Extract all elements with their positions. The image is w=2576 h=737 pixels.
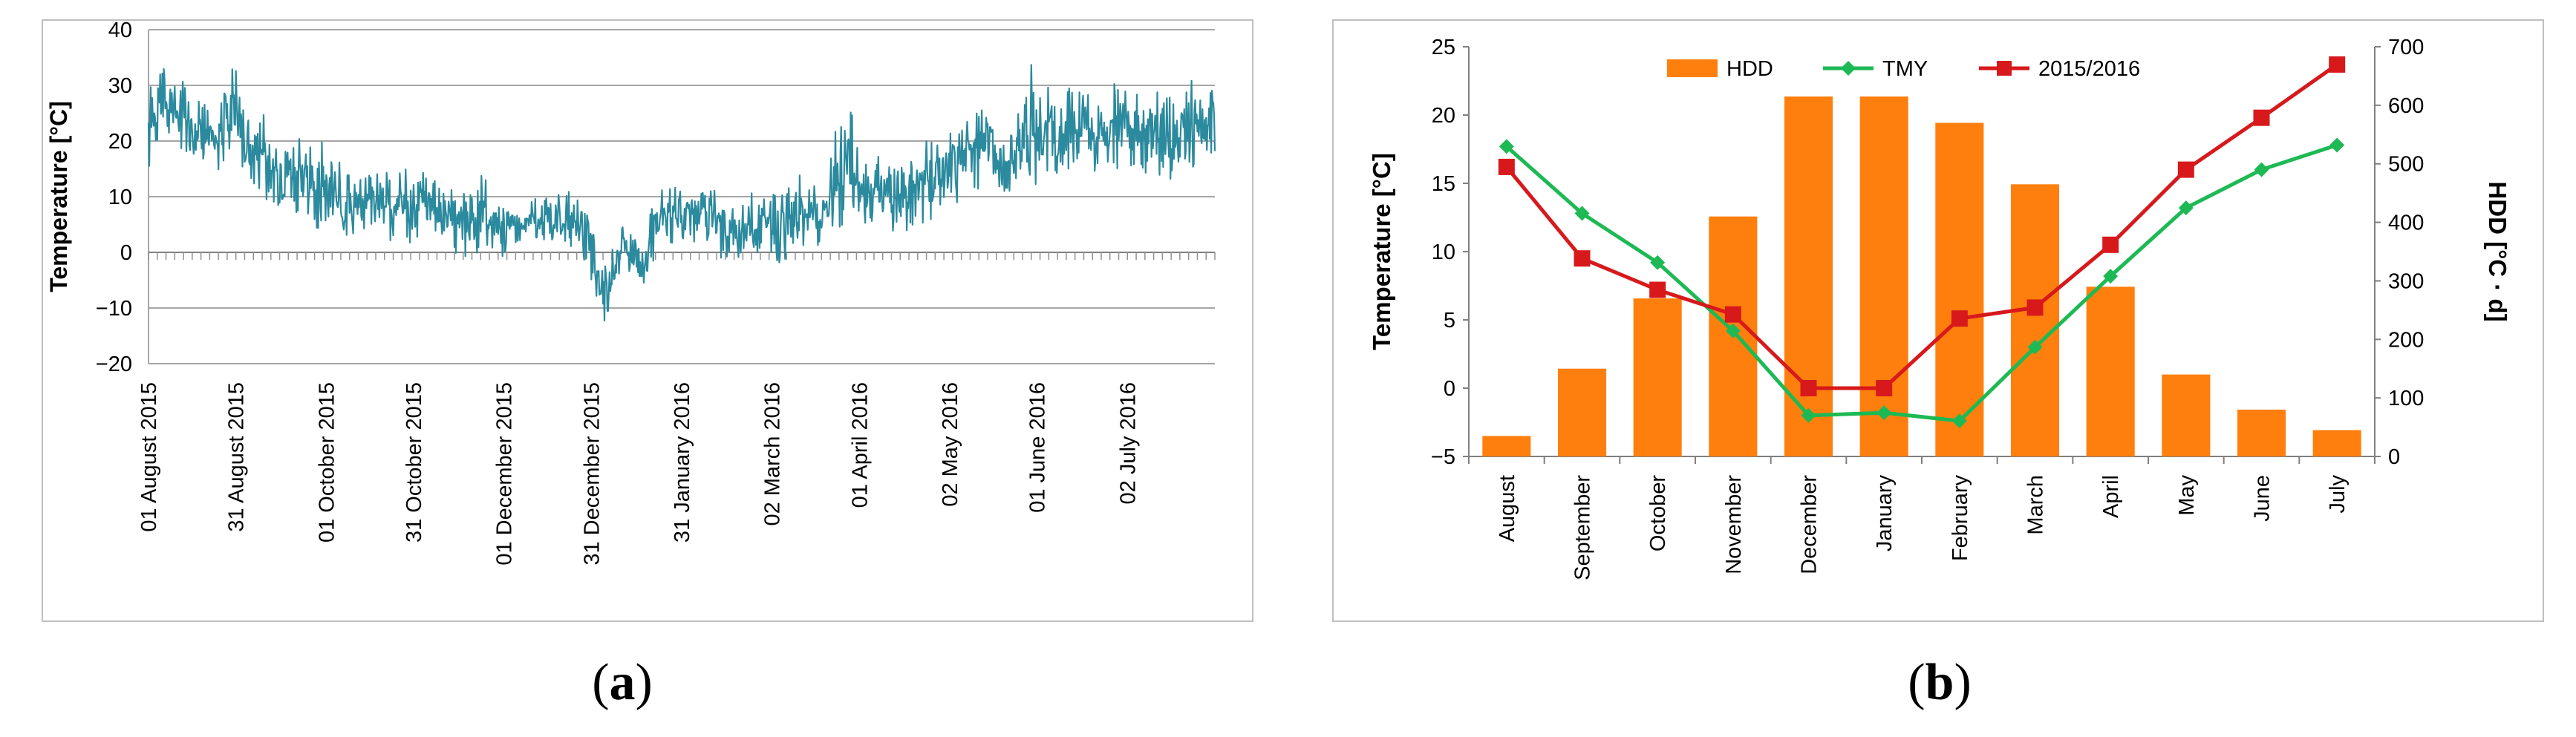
hdd-bar <box>1935 122 1984 456</box>
x-tick-label: 01 April 2016 <box>848 382 872 508</box>
y2-tick-label: 300 <box>2388 269 2424 293</box>
actual-point <box>1800 380 1817 396</box>
y-tick-label: 15 <box>1432 172 1455 196</box>
tmy-point <box>1650 255 1666 270</box>
y-axis-title: Temperature [°C] <box>1368 153 1395 350</box>
legend-marker-actual <box>1997 61 2012 76</box>
tmy-point <box>2178 200 2194 216</box>
y-tick-label: −20 <box>96 353 132 376</box>
actual-point <box>1951 310 1968 327</box>
y-tick-label: 10 <box>108 186 132 209</box>
x-tick-label: 01 June 2016 <box>1026 382 1050 513</box>
y2-tick-label: 500 <box>2388 153 2424 177</box>
panel-b-caption: (b) <box>1908 654 1972 711</box>
hdd-bar <box>2237 409 2286 456</box>
x-tick-label: August <box>1496 475 1519 542</box>
x-tick-label: 01 October 2015 <box>315 382 339 543</box>
y-tick-label: 30 <box>108 74 132 98</box>
actual-point <box>1574 250 1591 267</box>
y-tick-label: 40 <box>108 19 132 42</box>
actual-point <box>1876 380 1893 396</box>
y-tick-label: 0 <box>1444 377 1455 401</box>
x-tick-label: 02 March 2016 <box>761 382 785 525</box>
legend-label: TMY <box>1882 57 1928 81</box>
legend: HDD TMY 2015/2016 <box>1667 57 2140 81</box>
x-tick-label: July <box>2326 475 2350 514</box>
tmy-point <box>1876 405 1892 421</box>
y-tick-label: 20 <box>1432 104 1455 128</box>
hdd-bar <box>2010 184 2060 457</box>
y2-axis-title: HDD [°C · d] <box>2484 181 2511 321</box>
tmy-point <box>2103 269 2119 284</box>
y-tick-label: 25 <box>1432 36 1455 59</box>
tmy-point <box>2329 137 2345 153</box>
x-tick-label: June <box>2251 475 2275 522</box>
actual-point <box>2026 299 2044 316</box>
x-tick-label: 02 July 2016 <box>1116 382 1140 504</box>
y-tick-label: 10 <box>1432 240 1455 264</box>
actual-series-line <box>1504 62 2338 390</box>
actual-point <box>2177 161 2194 178</box>
hdd-bar <box>1557 368 1607 456</box>
x-tick-label: November <box>1722 475 1746 574</box>
hdd-bar <box>2162 374 2211 456</box>
hdd-bar <box>2312 430 2361 456</box>
y2-tick-label: 0 <box>2388 445 2400 469</box>
x-tick-label: 02 May 2016 <box>939 382 962 507</box>
y2-tick-label: 100 <box>2388 387 2424 410</box>
y-tick-label: 0 <box>120 241 132 265</box>
legend-swatch-hdd <box>1667 59 1718 77</box>
tmy-point <box>1725 323 1741 338</box>
y2-tick-label: 200 <box>2388 328 2424 352</box>
x-tick-label: 31 December 2015 <box>580 382 604 566</box>
x-tick-label: 31 January 2016 <box>671 382 694 543</box>
y2-tick-label: 600 <box>2388 94 2424 118</box>
tmy-point <box>2027 339 2043 355</box>
actual-point <box>2329 56 2346 73</box>
actual-point <box>2253 109 2270 126</box>
x-tick-label: January <box>1873 475 1897 552</box>
actual-point <box>1649 281 1666 298</box>
tmy-series-line <box>1505 143 2338 423</box>
hdd-bar <box>1633 298 1682 456</box>
x-tick-label: April <box>2099 475 2123 518</box>
x-tick-label: 01 August 2015 <box>137 382 161 532</box>
x-tick-label: 31 August 2015 <box>225 382 249 532</box>
actual-point <box>1724 306 1741 323</box>
y-tick-label: 20 <box>108 130 132 154</box>
hdd-bar <box>1482 436 1531 456</box>
temperature-series-line <box>147 64 1216 322</box>
hdd-bar <box>1859 96 1908 456</box>
x-tick-label: May <box>2175 475 2199 516</box>
tmy-point <box>1951 413 1967 429</box>
tmy-point <box>2254 162 2269 177</box>
x-tick-label: October <box>1646 475 1670 551</box>
panel-a-caption: (a) <box>592 654 653 711</box>
legend-marker-tmy <box>1841 61 1856 76</box>
x-tick-label: 01 December 2015 <box>493 382 517 566</box>
legend-label: 2015/2016 <box>2038 57 2140 81</box>
y2-tick-label: 400 <box>2388 212 2424 235</box>
y2-tick-label: 700 <box>2388 36 2424 59</box>
legend-label: HDD <box>1726 57 1773 81</box>
y-tick-label: −10 <box>96 297 132 321</box>
x-tick-label: September <box>1571 475 1595 580</box>
x-tick-label: February <box>1949 475 1972 562</box>
y-tick-label: 5 <box>1444 309 1455 333</box>
hdd-bar <box>1784 96 1833 456</box>
x-tick-label: December <box>1798 475 1822 574</box>
actual-point <box>1498 158 1515 175</box>
y-axis-title: Temperature [°C] <box>45 101 72 292</box>
tmy-point <box>1574 206 1590 221</box>
tmy-point <box>1801 407 1816 423</box>
actual-point <box>2102 236 2119 253</box>
tmy-point <box>1499 139 1514 154</box>
hdd-bar <box>2086 286 2135 456</box>
x-tick-label: 31 October 2015 <box>402 382 426 543</box>
y-tick-label: −5 <box>1431 445 1455 469</box>
x-tick-label: March <box>2024 475 2048 535</box>
